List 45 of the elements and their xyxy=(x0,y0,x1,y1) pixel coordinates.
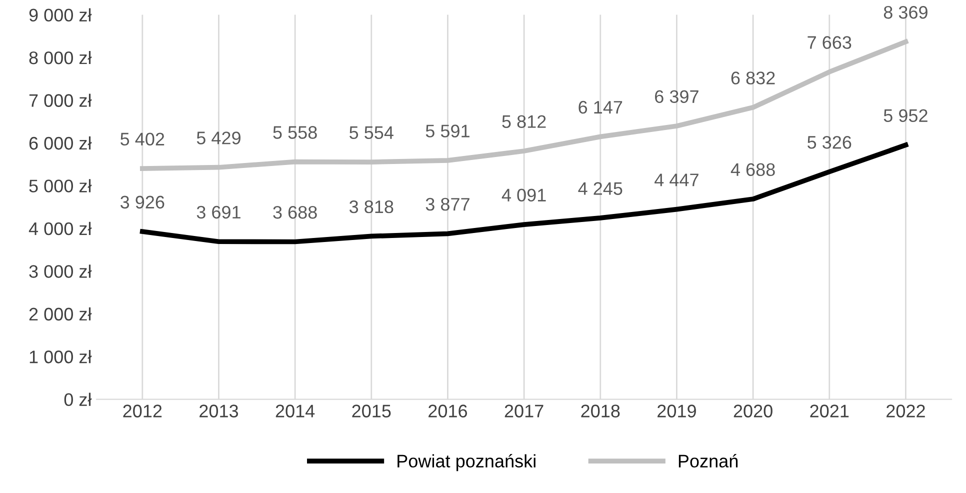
legend-label: Poznań xyxy=(678,454,738,468)
data-label: 5 812 xyxy=(502,115,546,128)
x-tick-label: 2013 xyxy=(200,404,238,418)
data-label: 4 091 xyxy=(502,188,546,202)
legend-label: Powiat poznański xyxy=(398,454,536,472)
y-tick-label: 8 000 zł xyxy=(29,50,92,64)
data-label: 5 326 xyxy=(808,136,852,149)
y-tick-label: 2 000 zł xyxy=(29,307,92,321)
data-label: 5 429 xyxy=(196,132,240,144)
x-tick-label: 2021 xyxy=(810,404,849,418)
x-tick-label: 2014 xyxy=(276,404,315,418)
y-tick-label: 0 zł xyxy=(64,392,92,406)
x-tick-label: 2017 xyxy=(504,404,544,418)
data-label: 8 369 xyxy=(884,6,928,19)
y-tick-label: 6 000 zł xyxy=(29,136,92,150)
data-label: 3 688 xyxy=(273,206,317,219)
data-label: 3 818 xyxy=(349,200,394,214)
data-label: 4 447 xyxy=(654,174,698,186)
y-tick-label: 7 000 zł xyxy=(29,94,92,107)
x-tick-label: 2016 xyxy=(428,404,468,418)
data-label: 7 663 xyxy=(808,36,852,49)
data-label: 3 877 xyxy=(426,198,470,211)
data-label: 5 558 xyxy=(273,126,317,139)
x-tick-label: 2020 xyxy=(734,404,772,418)
x-tick-label: 2015 xyxy=(352,404,391,418)
data-label: 3 926 xyxy=(120,196,164,209)
data-label: 5 554 xyxy=(350,126,394,140)
data-label: 6 832 xyxy=(731,72,775,84)
x-tick-label: 2012 xyxy=(123,404,162,418)
data-label: 4 245 xyxy=(578,182,622,195)
x-tick-label: 2022 xyxy=(886,404,925,418)
data-label: 5 402 xyxy=(120,132,164,146)
x-tick-label: 2018 xyxy=(581,404,620,418)
data-label: 6 147 xyxy=(578,100,622,114)
y-tick-label: 9 000 zł xyxy=(29,8,92,22)
y-tick-label: 4 000 zł xyxy=(28,222,92,236)
y-tick-label: 5 000 zł xyxy=(29,179,92,192)
data-label: 4 688 xyxy=(730,163,775,176)
x-tick-label: 2019 xyxy=(658,404,696,418)
y-tick-label: 1 000 zł xyxy=(30,350,92,364)
data-label: 5 591 xyxy=(426,124,470,138)
data-label: 5 952 xyxy=(884,109,928,122)
data-label: 6 397 xyxy=(655,90,698,103)
y-tick-label: 3 000 zł xyxy=(29,264,92,278)
data-label: 3 691 xyxy=(196,206,240,219)
